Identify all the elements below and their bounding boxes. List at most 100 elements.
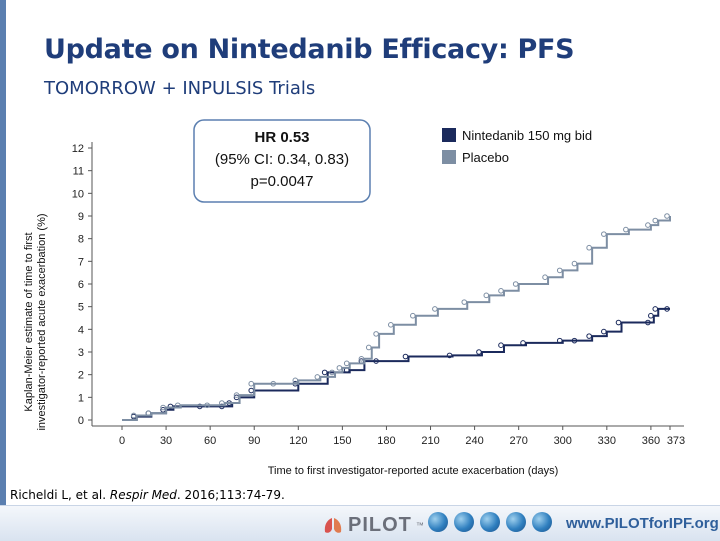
censor-mark <box>652 306 659 312</box>
censor-mark <box>556 267 563 274</box>
legend-label-nintedanib: Nintedanib 150 mg bid <box>462 128 592 143</box>
censor-mark <box>343 360 350 367</box>
citation-author: Richeldi L, et al. <box>10 488 110 502</box>
y-tick-label: 2 <box>78 370 84 382</box>
censor-mark <box>167 403 174 410</box>
censor-mark <box>292 377 299 384</box>
censor-mark <box>197 403 203 410</box>
x-tick-label: 330 <box>598 435 616 447</box>
censor-mark <box>314 374 321 380</box>
slide-subtitle: TOMORROW + INPULSIS Trials <box>44 78 316 99</box>
y-tick-label: 4 <box>78 324 84 336</box>
x-tick-label: 180 <box>377 435 395 447</box>
y-tick-label: 12 <box>72 143 84 155</box>
pilot-logo: PILOT ™ <box>322 514 424 537</box>
y-tick-label: 11 <box>73 166 84 178</box>
y-tick-label: 5 <box>78 302 84 314</box>
censor-mark <box>365 344 372 351</box>
y-tick-label: 3 <box>78 347 84 359</box>
censor-mark <box>270 380 277 387</box>
censor-mark <box>623 226 629 233</box>
x-tick-label: 270 <box>509 435 527 447</box>
censor-mark <box>512 281 519 287</box>
y-tick-label: 7 <box>78 256 84 268</box>
censor-mark <box>446 352 453 359</box>
x-axis-label: Time to first investigator-reported acut… <box>268 465 559 477</box>
y-axis-label: Kaplan-Meier estimate of time to first i… <box>23 213 48 430</box>
x-tick-label: 210 <box>421 435 439 447</box>
x-tick-label: 150 <box>333 435 351 447</box>
censor-mark <box>615 319 622 326</box>
censor-mark <box>402 353 409 360</box>
slide-left-rule <box>0 0 6 505</box>
censor-mark <box>321 369 328 376</box>
censor-mark <box>130 412 137 419</box>
censor-mark <box>586 244 592 251</box>
nintedanib-line <box>122 307 670 421</box>
citation: Richeldi L, et al. Respir Med. 2016;113:… <box>10 488 285 502</box>
legend-swatch-nintedanib <box>442 128 456 142</box>
globe-icon <box>480 512 500 532</box>
censor-mark <box>248 387 255 394</box>
x-tick-label: 300 <box>554 435 572 447</box>
censor-mark <box>336 365 343 371</box>
censor-mark <box>476 349 482 355</box>
censor-mark <box>233 392 240 398</box>
annotation-box <box>193 119 371 203</box>
y-tick-label: 6 <box>78 279 84 291</box>
pilot-logo-text: PILOT <box>348 514 412 536</box>
pilot-logo-tm: ™ <box>415 521 424 530</box>
x-tick-label: 373 <box>667 435 685 447</box>
y-tick-label: 0 <box>78 415 84 427</box>
legend-label-placebo: Placebo <box>462 150 509 165</box>
censor-mark <box>652 217 659 224</box>
censor-mark <box>248 380 255 387</box>
slide-title: Update on Nintedanib Efficacy: PFS <box>44 34 575 65</box>
x-tick-label: 60 <box>204 435 216 447</box>
censor-mark <box>204 402 210 409</box>
censor-mark <box>601 231 607 237</box>
x-tick-label: 240 <box>465 435 483 447</box>
censor-mark <box>387 322 394 328</box>
censor-mark <box>432 306 438 312</box>
censor-mark <box>542 274 548 280</box>
censor-mark <box>520 340 526 346</box>
y-tick-label: 9 <box>78 211 84 223</box>
pilot-lungs-icon <box>324 517 342 533</box>
chart-series-layer <box>122 213 671 421</box>
censor-mark <box>373 358 379 364</box>
censor-mark <box>664 306 670 312</box>
censor-mark <box>174 402 181 409</box>
censor-mark <box>648 312 654 319</box>
citation-rest: . 2016;113:74-79. <box>176 488 285 502</box>
annotation-p: p=0.0047 <box>251 173 314 190</box>
censor-mark <box>571 337 578 344</box>
censor-mark <box>461 299 468 305</box>
censor-mark <box>571 260 578 267</box>
censor-mark <box>145 410 152 417</box>
censor-mark <box>556 337 563 344</box>
y-tick-label: 8 <box>78 234 84 246</box>
censor-mark <box>373 331 379 337</box>
citation-journal: Respir Med <box>109 488 177 502</box>
globe-icon <box>532 512 552 532</box>
censor-mark <box>601 328 607 335</box>
censor-mark <box>483 292 490 299</box>
censor-mark <box>219 403 225 410</box>
annotation-ci: (95% CI: 0.34, 0.83) <box>215 151 349 168</box>
globe-icons <box>428 512 552 532</box>
y-axis-label-line2: investigator-reported acute exacerbation… <box>36 213 48 430</box>
censor-mark <box>219 400 225 406</box>
y-axis-label-line1: Kaplan-Meier estimate of time to first <box>23 232 35 411</box>
footer-bar: PILOT ™ www.PILOTforIPF.org <box>0 505 720 541</box>
x-tick-label: 30 <box>160 435 172 447</box>
censor-mark <box>645 222 651 228</box>
chart-legend: Nintedanib 150 mg bid Placebo <box>442 128 592 165</box>
globe-icon <box>506 512 526 532</box>
censor-mark <box>358 356 365 362</box>
placebo-line <box>122 216 671 421</box>
censor-mark <box>160 404 166 411</box>
globe-icon <box>454 512 474 532</box>
